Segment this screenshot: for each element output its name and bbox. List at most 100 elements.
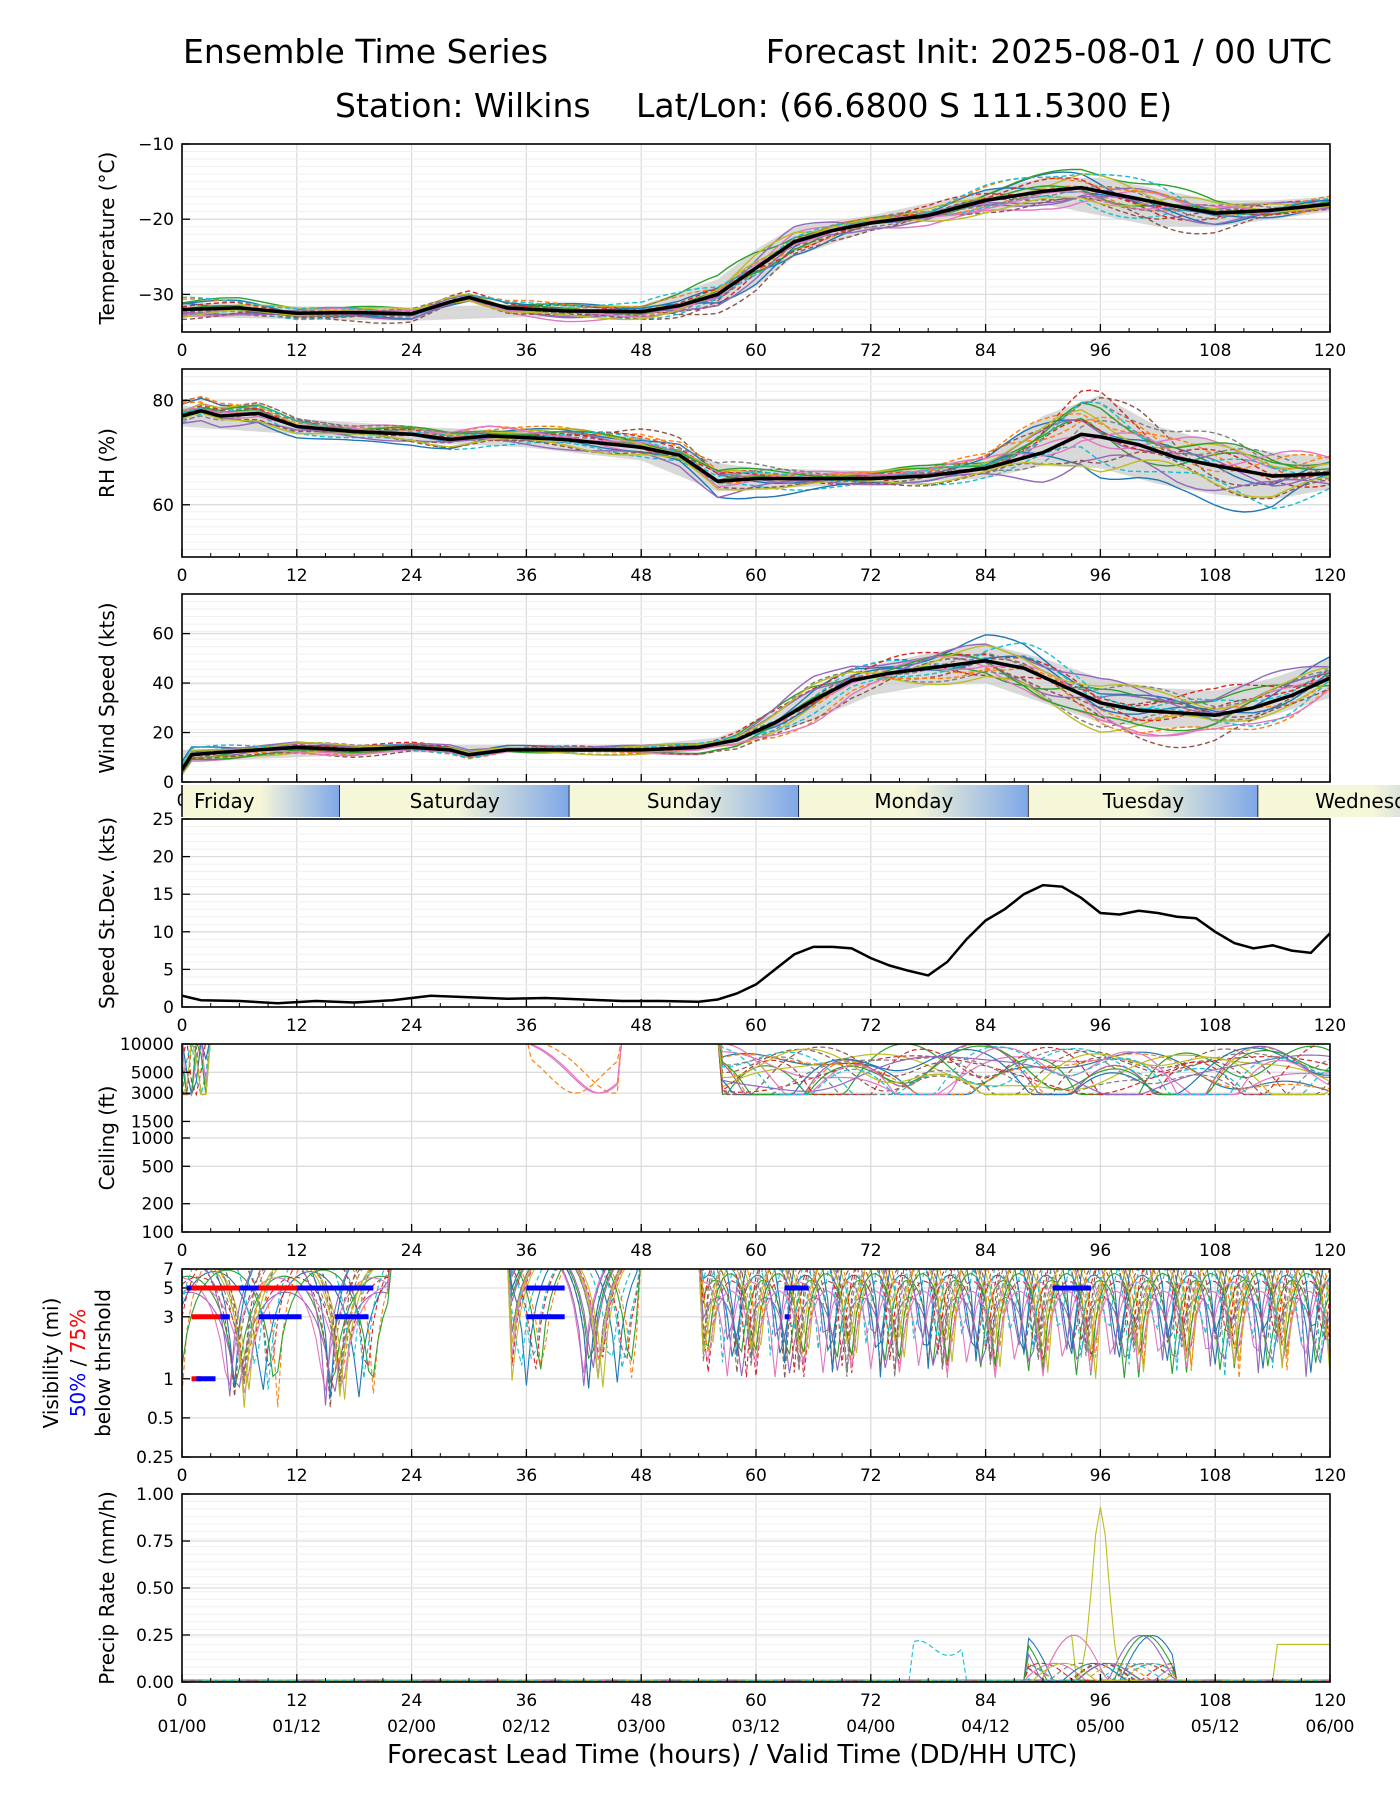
speed_stdev-xtick-label: 120 — [1314, 1016, 1346, 1036]
speed_stdev-ytick-label: 20 — [152, 848, 174, 868]
visibility-xtick-label: 48 — [630, 1466, 652, 1486]
forecast-init: Forecast Init: 2025-08-01 / 00 UTC — [765, 32, 1332, 71]
precip_rate-grid — [181, 1493, 1331, 1683]
visibility-xtick-label: 84 — [975, 1466, 997, 1486]
ceiling-xtick-label: 12 — [286, 1241, 308, 1261]
wind_speed-ylabel: Wind Speed (kts) — [95, 602, 119, 773]
station-name: Station: Wilkins — [335, 86, 591, 125]
temperature-plot — [182, 168, 1330, 324]
visibility-xtick-label: 60 — [745, 1466, 767, 1486]
precip_rate-xtick-label: 60 — [745, 1691, 767, 1711]
valid-time-label: 05/12 — [1191, 1717, 1240, 1737]
day-band-segment — [1028, 785, 1259, 817]
wind_speed-ytick-label: 40 — [152, 674, 174, 694]
valid-time-label: 01/12 — [272, 1717, 321, 1737]
visibility-ytick-label: 7 — [163, 1260, 174, 1280]
temperature-xtick-label: 60 — [745, 341, 767, 361]
speed_stdev-xtick-label: 108 — [1199, 1016, 1231, 1036]
rh-member-line — [182, 412, 1330, 498]
vis-50-label: 50% — [66, 1373, 90, 1417]
day-band-label: Friday — [194, 789, 255, 813]
rh-plot — [182, 389, 1330, 513]
wind_speed-member-line — [182, 657, 1330, 773]
temperature-ytick-label: −10 — [138, 135, 174, 155]
day-band-segment — [339, 785, 570, 817]
valid-time-label: 02/12 — [502, 1717, 551, 1737]
panel-wind_speed: 012243648607284961081200204060Wind Speed… — [95, 593, 1346, 811]
visibility-xtick-label: 12 — [286, 1466, 308, 1486]
wind_speed-member-line — [182, 664, 1330, 772]
precip_rate-xtick-label: 96 — [1090, 1691, 1112, 1711]
temperature-xtick-label: 84 — [975, 341, 997, 361]
ceiling-member-line — [529, 1044, 1330, 1096]
ceiling-member-line — [717, 1044, 1330, 1096]
ceiling-member-line — [182, 1044, 1330, 1097]
day-band-label: Saturday — [410, 789, 500, 813]
ceiling-xtick-label: 24 — [401, 1241, 423, 1261]
temperature-member-line — [182, 185, 1330, 318]
speed_stdev-xtick-label: 0 — [177, 1016, 188, 1036]
ceiling-xtick-label: 84 — [975, 1241, 997, 1261]
wind_speed-ytick-label: 20 — [152, 724, 174, 744]
ceiling-ytick-label: 5000 — [131, 1063, 174, 1083]
visibility-xtick-label: 120 — [1314, 1466, 1346, 1486]
temperature-spread-band — [182, 177, 1330, 321]
rh-ytick-label: 80 — [152, 391, 174, 411]
rh-xtick-label: 84 — [975, 566, 997, 586]
rh-xtick-label: 24 — [401, 566, 423, 586]
temperature-xtick-label: 72 — [860, 341, 882, 361]
vis-sep-label: / — [66, 1353, 90, 1372]
wind_speed-member-line — [182, 644, 1330, 765]
temperature-xtick-label: 48 — [630, 341, 652, 361]
precip_rate-xtick-label: 120 — [1314, 1691, 1346, 1711]
panel-rh: 0 12 24 36 48 60 72 84 96 108 120 60 80 RH (%) — [95, 368, 1346, 586]
temperature-member-line — [182, 196, 1330, 324]
rh-xtick-label: 36 — [516, 566, 538, 586]
panel-visibility: 0 12 24 36 48 60 72 84 96 108 120 0.25 0.5 1 3 57 Visibi… — [39, 1260, 1346, 1486]
rh-member-line — [182, 408, 1330, 513]
speed_stdev-xtick-label: 60 — [745, 1016, 767, 1036]
precip_rate-ytick-label: 0.75 — [136, 1532, 174, 1552]
visibility-member-line — [224, 1269, 1330, 1383]
precip_rate-xtick-label: 48 — [630, 1691, 652, 1711]
temperature-member-line — [182, 196, 1330, 321]
rh-member-line — [182, 419, 1330, 499]
valid-time-label: 02/00 — [387, 1717, 436, 1737]
visibility-ylabel-sub: below thrshold — [91, 1289, 115, 1437]
speed_stdev-ytick-label: 25 — [152, 810, 174, 830]
speed_stdev-xtick-label: 36 — [516, 1016, 538, 1036]
visibility-xtick-label: 108 — [1199, 1466, 1231, 1486]
ceiling-member-line — [182, 1044, 1330, 1097]
valid-time-label: 06/00 — [1306, 1717, 1355, 1737]
wind_speed-member-line — [182, 658, 1330, 775]
ceiling-member-line — [718, 1044, 1330, 1096]
rh-member-line — [182, 413, 1330, 510]
precip_rate-ytick-label: 0.50 — [136, 1579, 174, 1599]
rh-ensemble-mean — [182, 408, 1330, 484]
temperature-xtick-label: 108 — [1199, 341, 1231, 361]
ceiling-xtick-label: 60 — [745, 1241, 767, 1261]
speed_stdev-ytick-label: 0 — [163, 998, 174, 1018]
rh-member-line — [182, 410, 1330, 482]
panel-speed_stdev: 0 12 24 36 48 60 72 84 96 108 120 0 5 10 15 20 25 Speed S… — [95, 810, 1346, 1036]
visibility-member-line — [217, 1269, 1330, 1381]
wind_speed-ytick-label: 0 — [163, 773, 174, 793]
visibility-member-line — [182, 1269, 1330, 1384]
precip_rate-xtick-label: 12 — [286, 1691, 308, 1711]
speed_stdev-xtick-label: 84 — [975, 1016, 997, 1036]
visibility-xtick-label: 24 — [401, 1466, 423, 1486]
temperature-xtick-label: 0 — [177, 341, 188, 361]
temperature-ytick-label: −30 — [138, 285, 174, 305]
day-band-label: Monday — [874, 789, 953, 813]
visibility-xtick-label: 36 — [516, 1466, 538, 1486]
precip_rate-xtick-label: 84 — [975, 1691, 997, 1711]
ceiling-ytick-label: 200 — [142, 1195, 174, 1215]
temperature-xtick-label: 12 — [286, 341, 308, 361]
day-band: Friday Saturday Sunday Monday Tuesday Wednesd… — [181, 785, 1400, 817]
rh-member-line — [182, 402, 1330, 478]
temperature-ytick-label: −20 — [138, 210, 174, 230]
speed_stdev-ytick-label: 15 — [152, 885, 174, 905]
precip_rate-xtick-label: 0 — [177, 1691, 188, 1711]
precip-member-line — [182, 1662, 1330, 1682]
